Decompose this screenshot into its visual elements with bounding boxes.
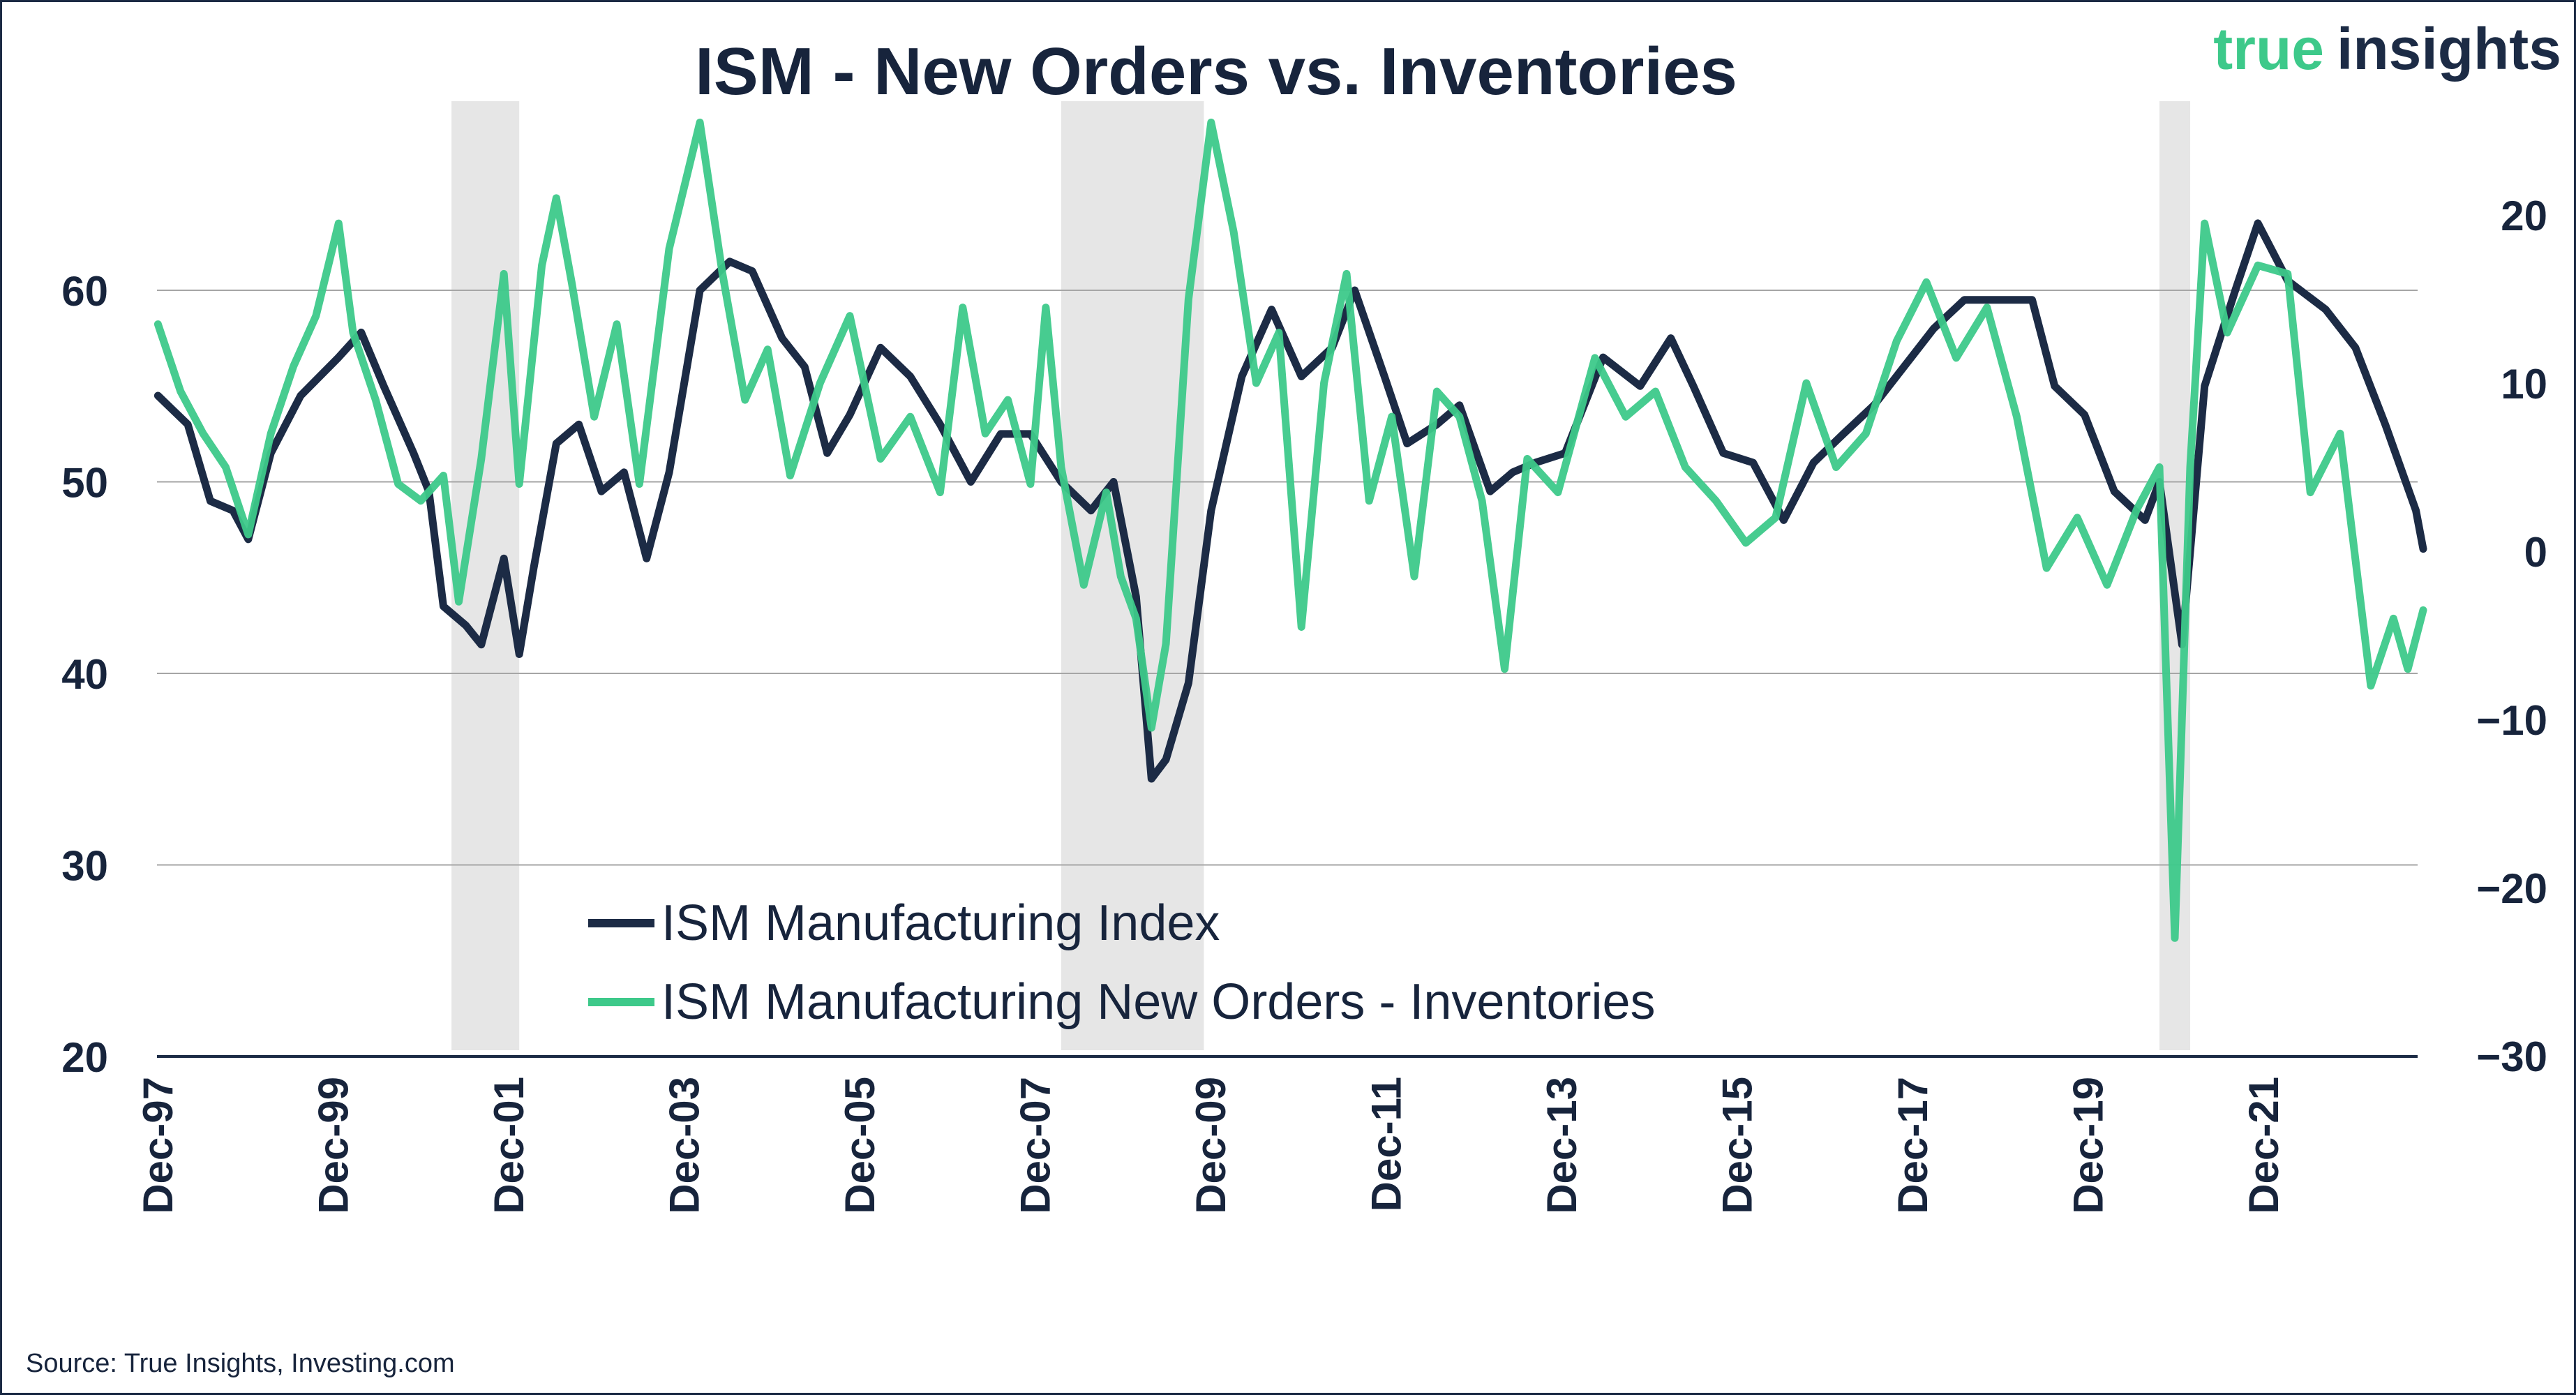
x-tick-Dec-97: Dec-97 bbox=[135, 1077, 181, 1214]
series-line-0 bbox=[153, 219, 2427, 783]
logo-word-true: true bbox=[2213, 16, 2324, 82]
series-lines bbox=[153, 119, 2427, 942]
x-tick-Dec-03: Dec-03 bbox=[661, 1077, 708, 1214]
y-right-tick-20: 20 bbox=[2501, 193, 2547, 239]
x-tick-Dec-17: Dec-17 bbox=[1889, 1077, 1936, 1214]
x-tick-Dec-15: Dec-15 bbox=[1714, 1077, 1761, 1214]
chart-title: ISM - New Orders vs. Inventories bbox=[695, 34, 1737, 109]
x-tick-Dec-07: Dec-07 bbox=[1012, 1077, 1059, 1214]
logo-word-insights: insights bbox=[2337, 16, 2561, 82]
logo: true insights bbox=[2213, 16, 2561, 82]
y-right-tick-0: 0 bbox=[2524, 529, 2547, 576]
x-tick-Dec-05: Dec-05 bbox=[837, 1077, 883, 1214]
x-tick-Dec-09: Dec-09 bbox=[1188, 1077, 1234, 1214]
gridlines bbox=[157, 290, 2418, 1058]
series-line-1 bbox=[153, 119, 2427, 942]
y-right-tick--10: −10 bbox=[2476, 697, 2547, 744]
x-tick-Dec-21: Dec-21 bbox=[2240, 1077, 2287, 1214]
y-right-tick-10: 10 bbox=[2501, 361, 2547, 408]
y-left-tick-30: 30 bbox=[61, 843, 108, 890]
legend-label-index: ISM Manufacturing Index bbox=[661, 895, 1220, 951]
source-note: Source: True Insights, Investing.com bbox=[26, 1349, 455, 1378]
y-right-tick--30: −30 bbox=[2476, 1033, 2547, 1080]
x-tick-Dec-99: Dec-99 bbox=[310, 1077, 357, 1214]
x-tick-Dec-13: Dec-13 bbox=[1538, 1077, 1585, 1214]
x-tick-Dec-01: Dec-01 bbox=[486, 1077, 532, 1214]
legend-label-spread: ISM Manufacturing New Orders - Inventori… bbox=[661, 974, 1656, 1030]
y-right-tick--20: −20 bbox=[2476, 865, 2547, 912]
axes: 20 30 40 50 60 −30 −20 −10 0 10 20 Dec-97 Dec-99 Dec-… bbox=[61, 193, 2547, 1214]
x-tick-Dec-11: Dec-11 bbox=[1363, 1077, 1410, 1211]
y-left-tick-40: 40 bbox=[61, 651, 108, 698]
y-left-tick-20: 20 bbox=[61, 1034, 108, 1081]
legend: ISM Manufacturing Index ISM Manufacturin… bbox=[588, 895, 1656, 1030]
y-left-tick-60: 60 bbox=[61, 268, 108, 315]
y-left-tick-50: 50 bbox=[61, 460, 108, 507]
x-tick-Dec-19: Dec-19 bbox=[2065, 1077, 2112, 1214]
